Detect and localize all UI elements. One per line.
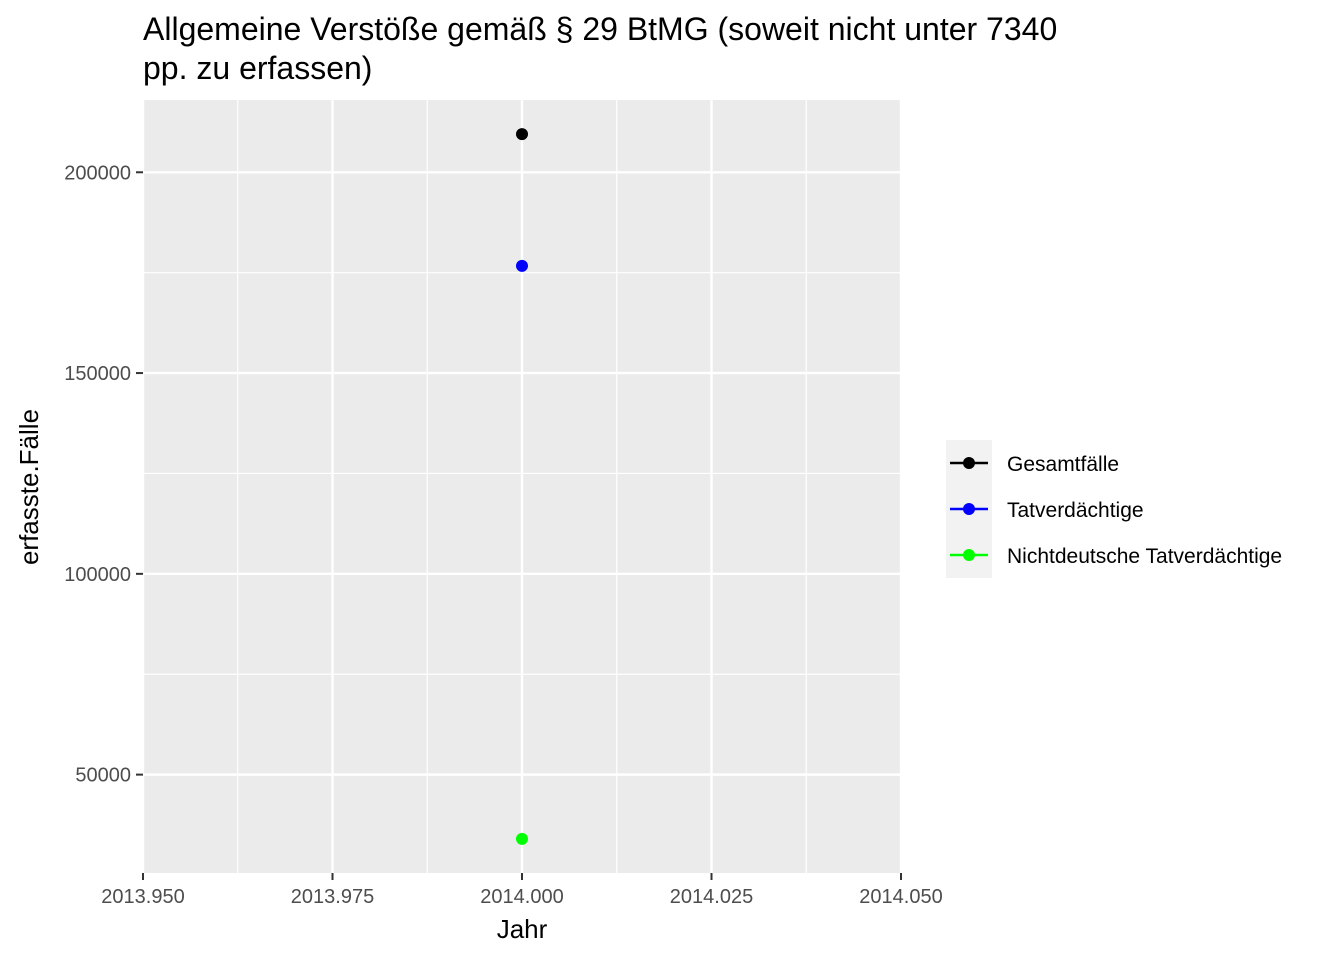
grid: [141, 100, 903, 873]
y-tick-label: 200000: [64, 162, 131, 184]
x-tick-label: 2014.025: [670, 886, 753, 908]
data-points: [516, 128, 528, 845]
x-axis-title: Jahr: [497, 914, 548, 944]
chart-title-line-2: pp. zu erfassen): [143, 50, 372, 86]
legend: Gesamtfälle Tatverdächtige Nichtdeutsche T…: [946, 440, 1282, 578]
data-point: [516, 259, 528, 272]
x-tick-label: 2013.950: [101, 886, 184, 908]
x-tick-label: 2013.975: [291, 886, 374, 908]
y-tick-label: 100000: [64, 564, 131, 586]
legend-key-point: [963, 503, 975, 515]
y-axis-title: erfasste.Fälle: [14, 409, 44, 565]
legend-label: Nichtdeutsche Tatverdächtige: [1007, 545, 1282, 568]
data-point: [516, 128, 528, 141]
chart-title: Allgemeine Verstöße gemäß § 29 BtMG (sow…: [143, 11, 1057, 86]
data-point: [516, 832, 528, 845]
legend-label: Gesamtfälle: [1007, 453, 1119, 476]
legend-label: Tatverdächtige: [1007, 499, 1144, 522]
legend-key-point: [963, 549, 975, 561]
x-tick-label: 2014.000: [480, 886, 563, 908]
axes: 2013.950 2013.975 2014.000 2014.025 2014.050…: [64, 162, 942, 908]
x-tick-label: 2014.050: [859, 886, 942, 908]
y-tick-label: 150000: [64, 363, 131, 385]
legend-key-point: [963, 457, 975, 469]
y-tick-label: 50000: [75, 765, 131, 787]
chart-title-line-1: Allgemeine Verstöße gemäß § 29 BtMG (sow…: [143, 11, 1057, 47]
